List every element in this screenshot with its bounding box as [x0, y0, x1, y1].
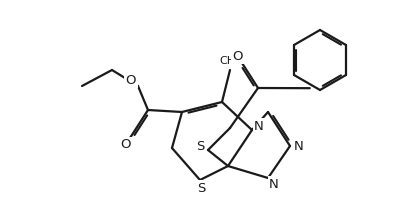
- Text: S: S: [196, 182, 204, 194]
- Text: N: N: [268, 177, 278, 191]
- Text: N: N: [293, 140, 303, 153]
- Text: O: O: [232, 49, 243, 63]
- Text: CH₃: CH₃: [219, 56, 240, 66]
- Text: S: S: [196, 140, 204, 153]
- Text: O: O: [121, 138, 131, 152]
- Text: O: O: [126, 73, 136, 87]
- Text: N: N: [254, 119, 263, 133]
